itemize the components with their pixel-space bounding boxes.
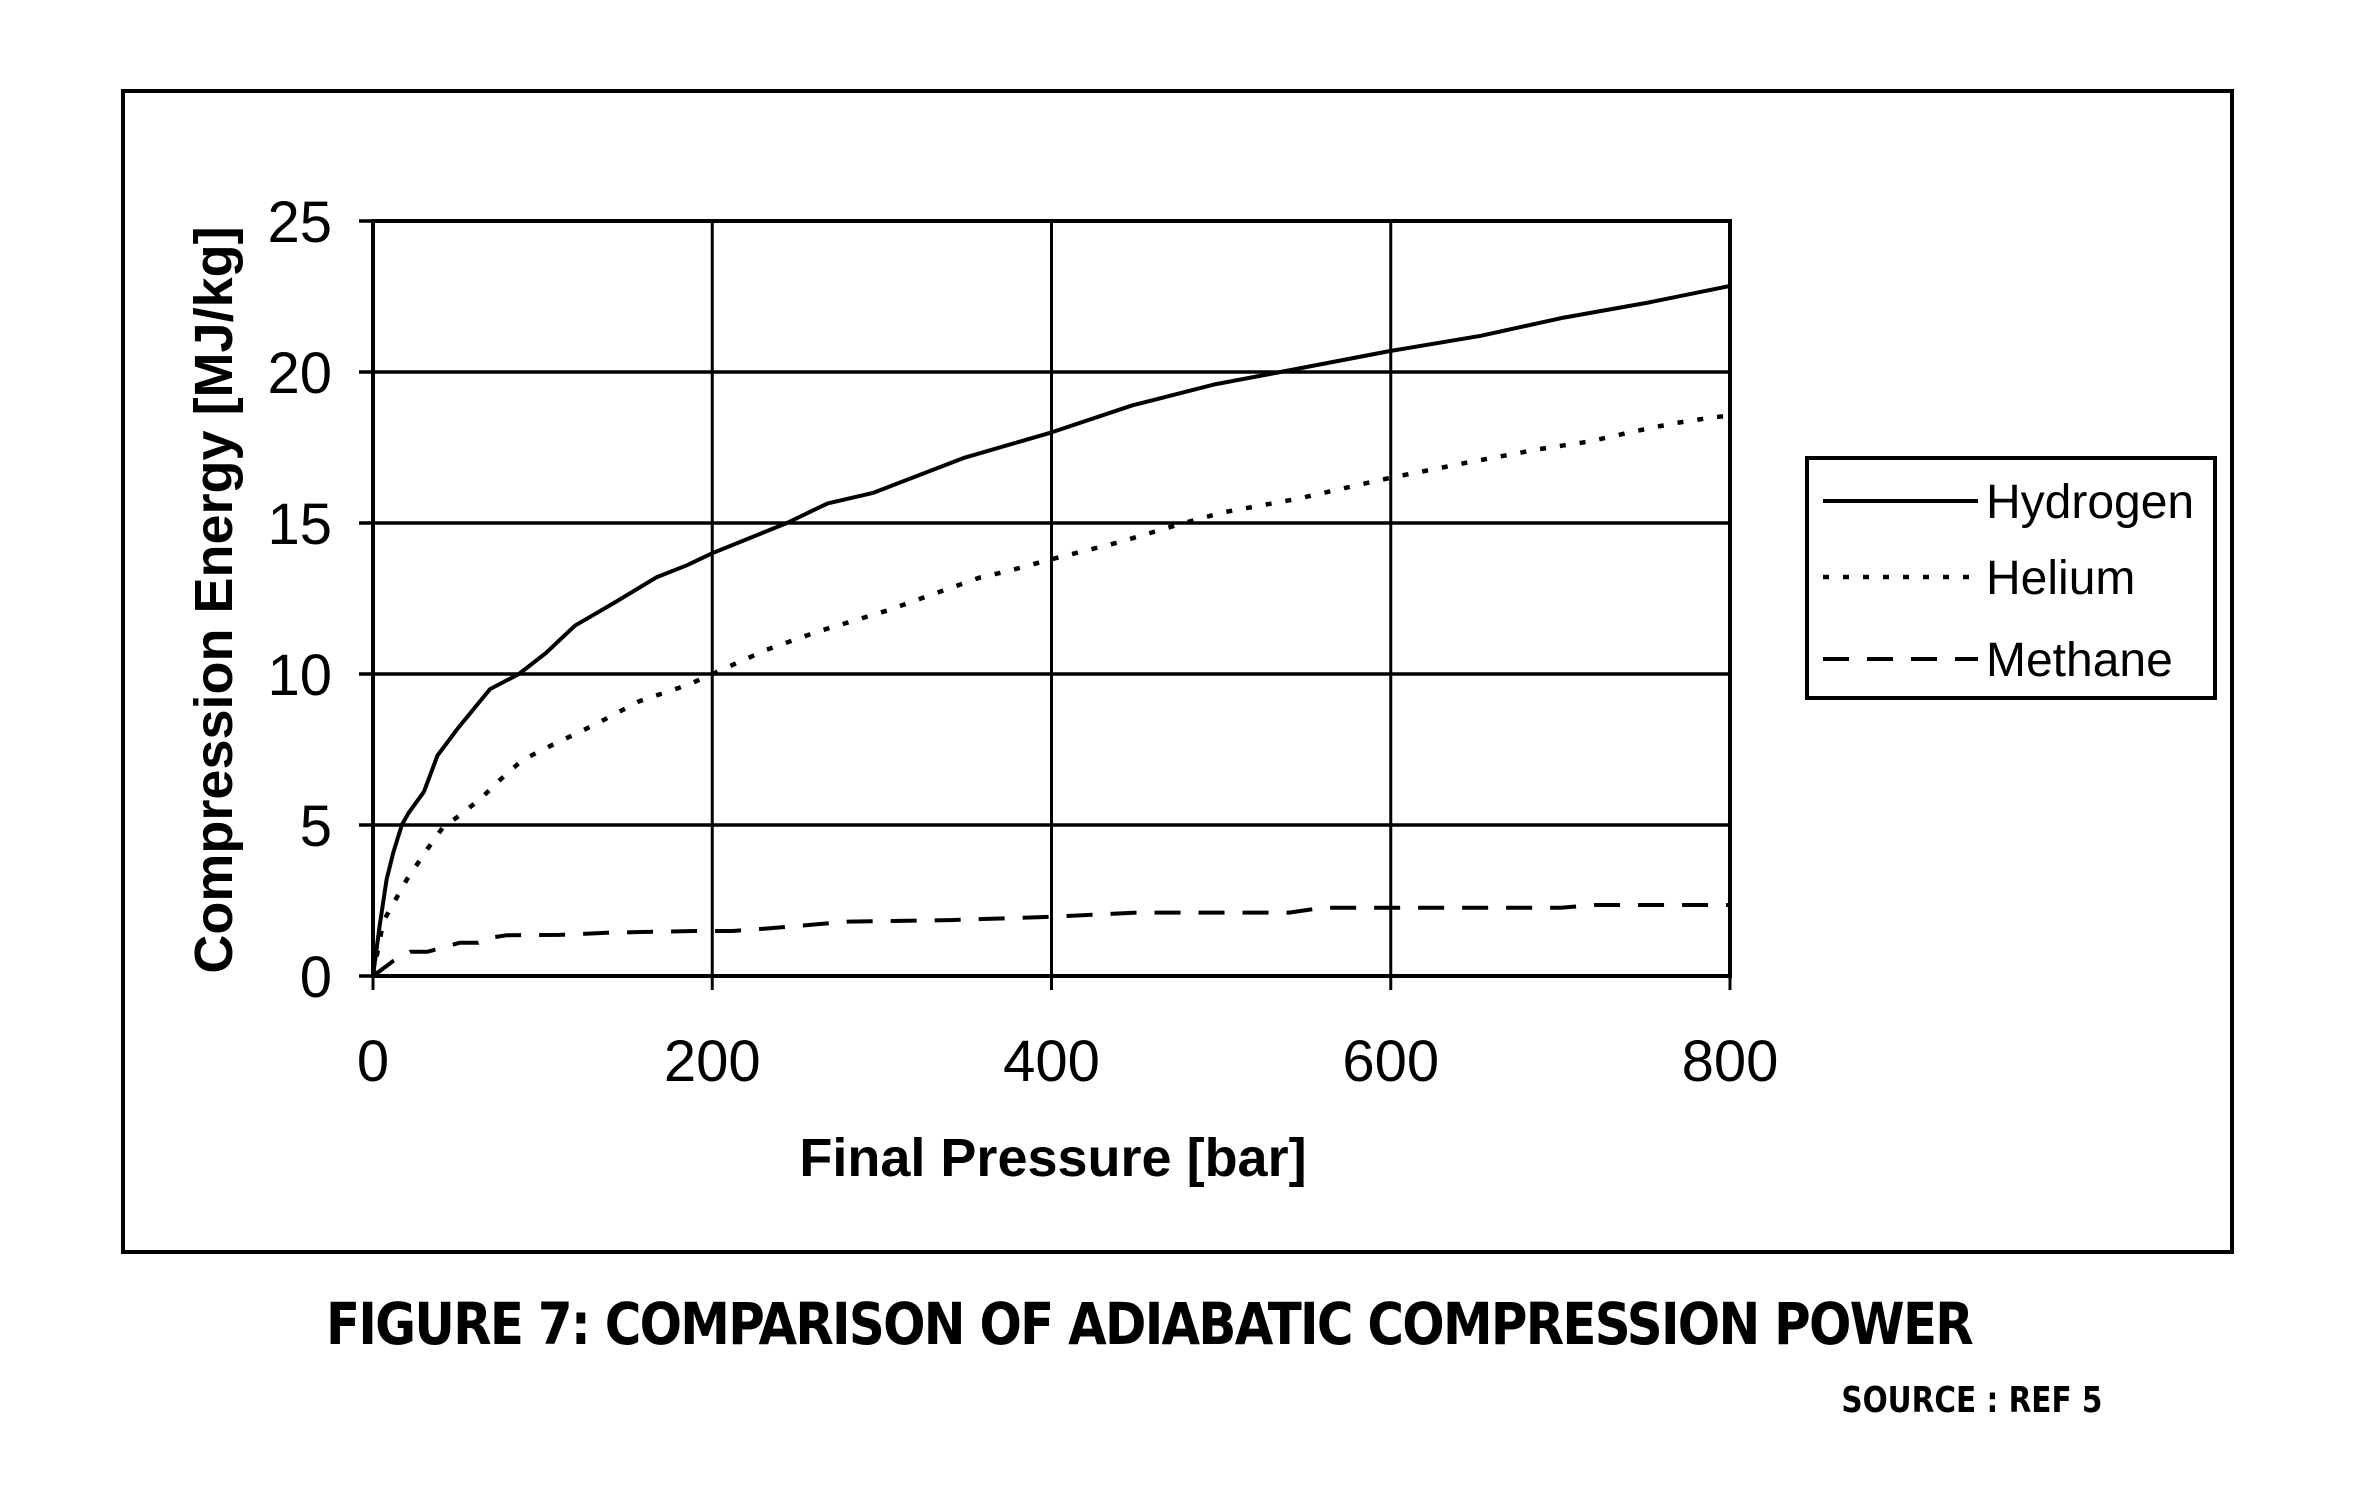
y-tick-label: 20 — [267, 341, 332, 406]
y-tick-label: 10 — [267, 643, 332, 708]
x-tick-label: 800 — [1682, 1029, 1779, 1094]
x-axis-title: Final Pressure [bar] — [799, 1128, 1306, 1188]
legend: Hydrogen Helium Methane — [1805, 456, 2217, 700]
y-axis-title: Compression Energy [MJ/kg] — [184, 226, 244, 973]
x-tick-label: 600 — [1342, 1029, 1439, 1094]
figure-caption: FIGURE 7: COMPARISON OF ADIABATIC COMPRE… — [325, 1290, 1974, 1358]
y-tick-label: 0 — [300, 945, 332, 1010]
tick-labels: 0 200 400 600 800 0 5 10 15 20 25 — [267, 190, 1778, 1094]
grid-lines — [359, 219, 1732, 990]
y-tick-label: 5 — [300, 794, 332, 859]
y-tick-label: 15 — [267, 492, 332, 557]
plot-area-border — [371, 219, 1732, 978]
legend-label-methane: Methane — [1986, 634, 2173, 687]
figure-source: SOURCE : REF 5 — [1840, 1380, 2102, 1421]
legend-label-hydrogen: Hydrogen — [1986, 476, 2194, 529]
x-tick-label: 200 — [664, 1029, 761, 1094]
legend-label-helium: Helium — [1986, 552, 2135, 605]
series-line-methane — [371, 903, 1730, 978]
x-tick-label: 400 — [1003, 1029, 1100, 1094]
y-tick-label: 25 — [267, 190, 332, 255]
x-tick-label: 0 — [357, 1029, 389, 1094]
series-line-hydrogen — [371, 283, 1731, 977]
series-line-helium — [370, 413, 1731, 977]
figure-frame — [121, 89, 2234, 1254]
data-series — [370, 283, 1731, 978]
